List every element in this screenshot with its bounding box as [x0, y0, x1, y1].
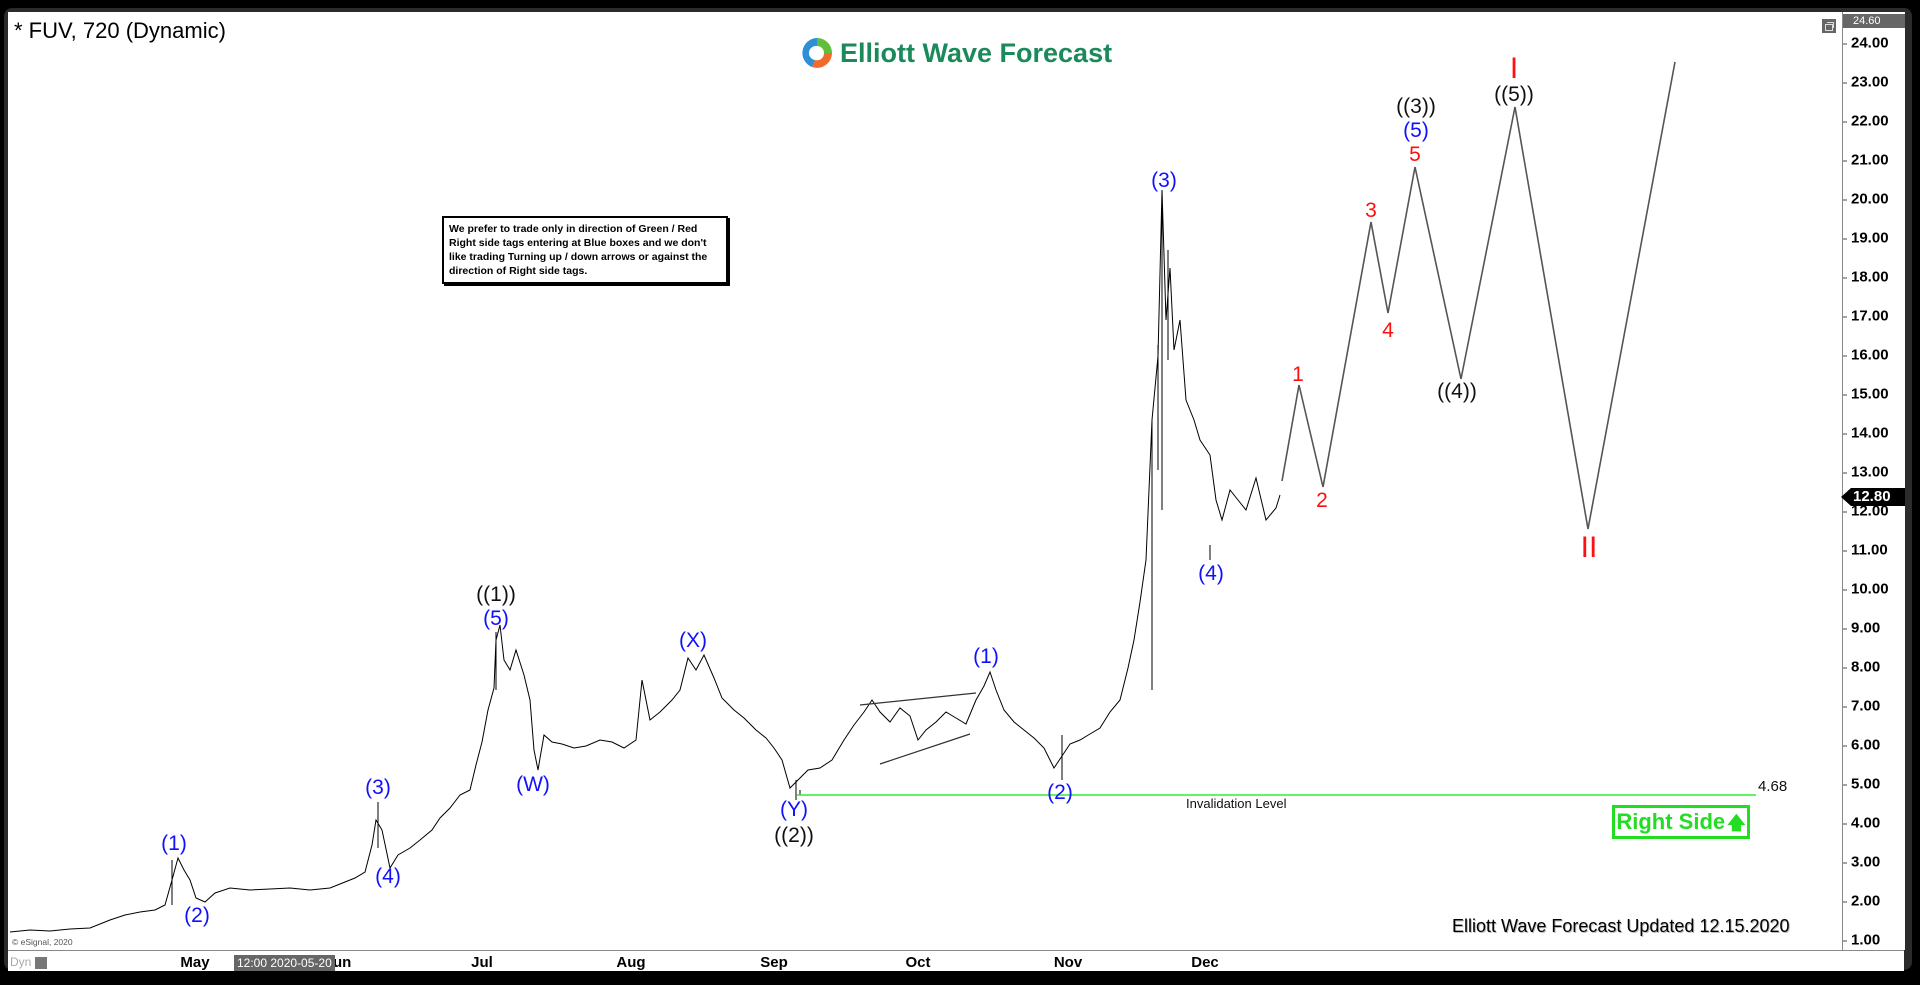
logo: Elliott Wave Forecast — [800, 36, 1112, 70]
projection-path — [1281, 61, 1676, 530]
y-tick: 5.00 — [1842, 775, 1881, 793]
y-tick: 18.00 — [1843, 268, 1889, 286]
wave-label-Y: (Y) — [780, 798, 808, 821]
price-bars — [9, 189, 1281, 933]
wave-label-primary-2: ((2)) — [774, 824, 814, 847]
x-tick-oct: Oct — [905, 954, 931, 971]
y-tick: 24.00 — [1843, 34, 1889, 52]
dyn-toggle[interactable]: Dyn — [10, 955, 48, 969]
y-tick: 3.00 — [1842, 853, 1881, 871]
y-tick: 20.00 — [1843, 190, 1889, 208]
wave-label-cycle-II: II — [1580, 531, 1598, 564]
trading-note: We prefer to trade only in direction of … — [442, 216, 728, 284]
y-tick: 14.00 — [1843, 424, 1889, 442]
x-tick-dec: Dec — [1191, 954, 1219, 971]
y-tick: 17.00 — [1843, 307, 1889, 325]
y-tick: 6.00 — [1842, 736, 1881, 754]
wave-label-primary-4: ((4)) — [1437, 380, 1477, 403]
wave-label-W: (W) — [516, 773, 550, 796]
wave-label-minor-1: (1) — [973, 645, 999, 668]
y-axis[interactable]: 24.60 24.00 23.00 22.00 21.00 20.00 19.0… — [1841, 12, 1905, 950]
y-tick: 11.00 — [1843, 541, 1888, 559]
wave-label-primary-5: ((5)) — [1494, 83, 1534, 106]
y-tick: 15.00 — [1843, 385, 1889, 403]
last-price-tag: 12.80 — [1841, 488, 1905, 506]
wave-label-3: (3) — [365, 776, 391, 799]
y-tick: 13.00 — [1843, 463, 1889, 481]
y-tick: 22.00 — [1843, 112, 1889, 130]
wave-label-1: (1) — [161, 832, 187, 855]
plot-area[interactable] — [8, 12, 1842, 950]
wave-label-5: (5) — [483, 607, 509, 630]
up-arrow-icon: 🡅 — [1727, 813, 1746, 833]
wave-label-sub-3: 3 — [1365, 199, 1377, 222]
y-max-label: 24.60 — [1843, 14, 1905, 28]
wave-label-4: (4) — [375, 865, 401, 888]
y-tick: 1.00 — [1842, 931, 1881, 949]
y-tick: 23.00 — [1843, 73, 1889, 91]
y-tick: 21.00 — [1843, 151, 1889, 169]
wave-label-X: (X) — [679, 629, 707, 652]
x-axis[interactable]: May Jun Jul Aug Sep Oct Nov Dec — [8, 950, 1904, 971]
right-side-tag: Right Side 🡅 — [1612, 805, 1750, 839]
price-wicks — [171, 192, 1211, 905]
invalidation-value: 4.68 — [1758, 778, 1788, 795]
y-tick: 7.00 — [1842, 697, 1881, 715]
y-tick: 12.00 — [1843, 502, 1889, 520]
crosshair-time-tag: 12:00 2020-05-20 — [234, 955, 335, 971]
wave-label-cycle-I: I — [1509, 52, 1519, 85]
wave-label-primary-3: ((3)) — [1396, 95, 1436, 118]
invalidation-label: Invalidation Level — [1186, 796, 1287, 811]
x-tick-aug: Aug — [616, 954, 646, 971]
x-tick-sep: Sep — [760, 954, 788, 971]
wave-label-minor-3: (3) — [1151, 169, 1177, 192]
dyn-label: Dyn — [10, 955, 32, 969]
wave-label-minor-5: (5) — [1403, 119, 1429, 142]
restore-window-icon[interactable] — [1822, 19, 1836, 33]
right-side-label: Right Side — [1616, 809, 1726, 834]
logo-text: Elliott Wave Forecast — [840, 37, 1113, 68]
copyright: © eSignal, 2020 — [12, 937, 73, 947]
y-tick: 9.00 — [1842, 619, 1881, 637]
wave-label-sub-1: 1 — [1292, 363, 1304, 386]
lock-icon[interactable] — [35, 956, 48, 969]
wave-label-sub-5: 5 — [1409, 143, 1421, 166]
y-tick: 19.00 — [1843, 229, 1889, 247]
ewf-swirl-logo-icon — [802, 38, 832, 68]
x-tick-jul: Jul — [471, 954, 493, 971]
y-tick: 4.00 — [1842, 814, 1881, 832]
chart-title: * FUV, 720 (Dynamic) — [14, 18, 226, 43]
wave-label-minor-4: (4) — [1198, 562, 1224, 585]
x-tick-may: May — [180, 954, 210, 971]
wave-label-2: (2) — [184, 904, 210, 927]
x-tick-nov: Nov — [1053, 954, 1083, 971]
wave-label-primary-1: ((1)) — [476, 583, 516, 606]
triangle-lines — [859, 692, 977, 765]
wave-label-sub-2: 2 — [1316, 489, 1328, 512]
y-tick: 2.00 — [1842, 892, 1881, 910]
wave-label-sub-4: 4 — [1382, 319, 1394, 342]
y-tick: 10.00 — [1843, 580, 1889, 598]
updated-stamp: Elliott Wave Forecast Updated 12.15.2020 — [1452, 916, 1790, 936]
y-tick: 16.00 — [1843, 346, 1889, 364]
wave-label-minor-2: (2) — [1047, 781, 1073, 804]
y-tick: 8.00 — [1842, 658, 1881, 676]
